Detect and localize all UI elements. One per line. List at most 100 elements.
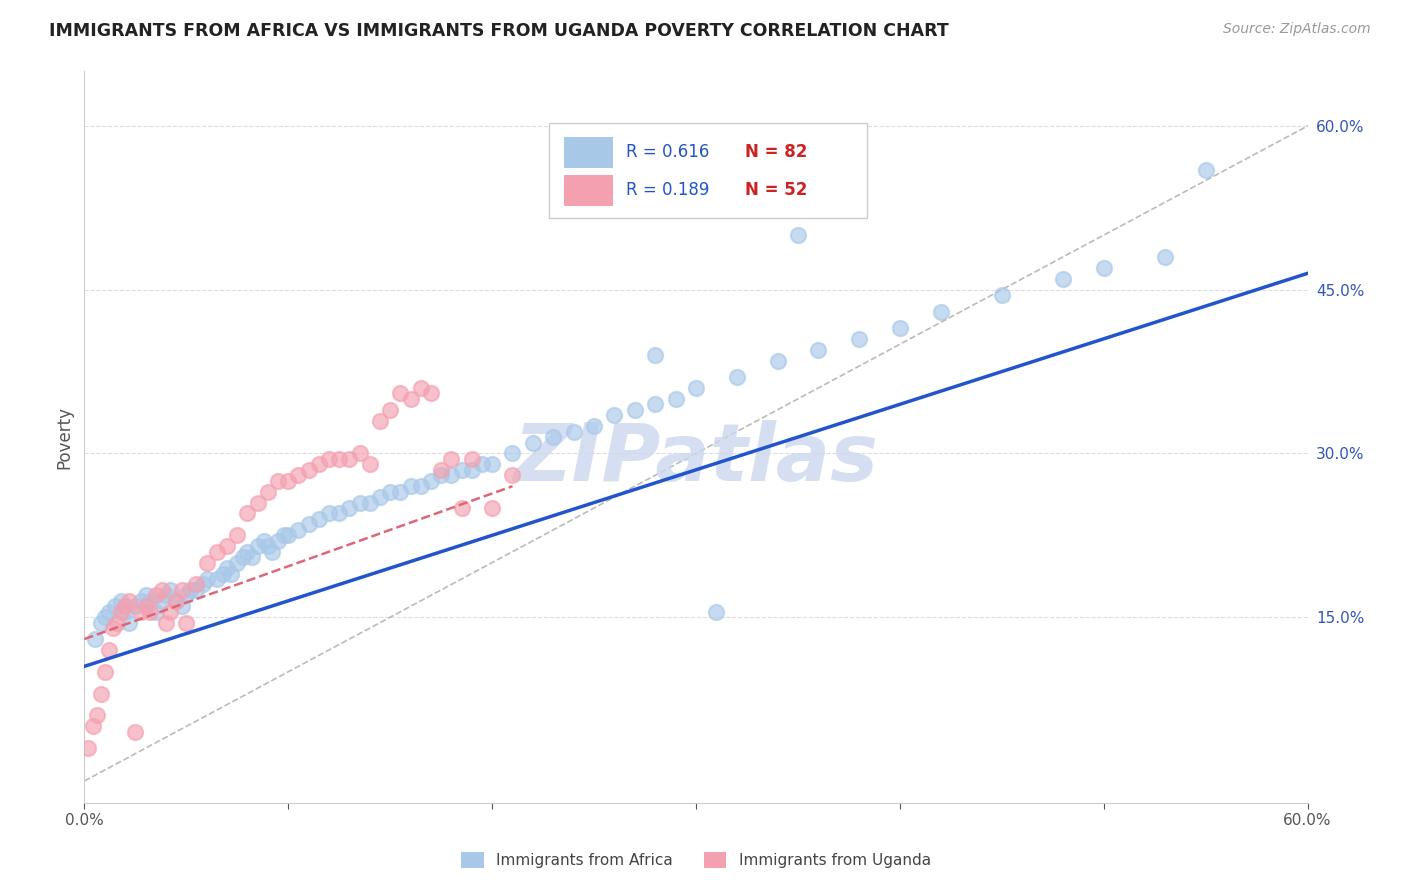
Point	[273, 528, 295, 542]
Point	[217, 561, 239, 575]
Point	[226, 528, 249, 542]
Point	[481, 501, 503, 516]
Point	[110, 605, 132, 619]
Point	[359, 458, 381, 472]
Point	[174, 588, 197, 602]
Point	[430, 463, 453, 477]
Point	[440, 451, 463, 466]
Point	[389, 386, 412, 401]
Point	[219, 566, 242, 581]
Point	[543, 430, 565, 444]
Point	[471, 458, 494, 472]
Text: R = 0.189: R = 0.189	[626, 181, 710, 199]
Point	[150, 594, 173, 608]
Point	[624, 402, 647, 417]
Point	[131, 605, 153, 619]
Point	[368, 414, 391, 428]
Point	[90, 615, 112, 630]
Point	[159, 582, 181, 597]
Point	[502, 446, 524, 460]
Point	[93, 610, 115, 624]
Point	[155, 615, 177, 630]
Point	[308, 512, 330, 526]
Point	[124, 724, 146, 739]
Text: IMMIGRANTS FROM AFRICA VS IMMIGRANTS FROM UGANDA POVERTY CORRELATION CHART: IMMIGRANTS FROM AFRICA VS IMMIGRANTS FRO…	[49, 22, 949, 40]
Point	[114, 605, 136, 619]
Point	[368, 490, 391, 504]
Point	[82, 719, 104, 733]
Point	[174, 615, 197, 630]
Point	[725, 370, 748, 384]
Point	[502, 468, 524, 483]
Point	[420, 474, 443, 488]
Point	[603, 409, 626, 423]
Point	[706, 605, 728, 619]
Point	[298, 463, 321, 477]
Point	[461, 451, 484, 466]
Point	[287, 468, 309, 483]
Point	[318, 451, 340, 466]
Point	[195, 572, 218, 586]
Point	[328, 451, 350, 466]
Point	[644, 348, 666, 362]
Point	[389, 484, 412, 499]
Point	[481, 458, 503, 472]
Point	[420, 386, 443, 401]
Point	[90, 687, 112, 701]
Point	[145, 605, 167, 619]
Point	[77, 741, 100, 756]
Point	[318, 507, 340, 521]
Text: ZIPatlas: ZIPatlas	[513, 420, 879, 498]
Point	[101, 621, 124, 635]
Point	[86, 708, 108, 723]
Bar	[564, 137, 613, 168]
Point	[380, 484, 402, 499]
Point	[583, 419, 606, 434]
Point	[246, 495, 269, 509]
Point	[450, 463, 472, 477]
Point	[807, 343, 830, 357]
Point	[260, 545, 283, 559]
Text: N = 52: N = 52	[745, 181, 807, 199]
Point	[522, 435, 544, 450]
Point	[665, 392, 688, 406]
Point	[644, 397, 666, 411]
Text: R = 0.616: R = 0.616	[626, 143, 710, 161]
Point	[97, 643, 120, 657]
Point	[105, 615, 128, 630]
Point	[409, 381, 432, 395]
Point	[267, 474, 290, 488]
Point	[240, 550, 263, 565]
Point	[339, 451, 361, 466]
Point	[1092, 260, 1115, 275]
Point	[118, 615, 141, 630]
Point	[114, 599, 136, 614]
Point	[253, 533, 276, 548]
Point	[124, 599, 146, 614]
Point	[138, 605, 160, 619]
Point	[328, 507, 350, 521]
Point	[217, 539, 239, 553]
Text: Source: ZipAtlas.com: Source: ZipAtlas.com	[1223, 22, 1371, 37]
Point	[145, 588, 167, 602]
Point	[277, 528, 299, 542]
Point	[165, 594, 187, 608]
Point	[450, 501, 472, 516]
Point	[257, 539, 280, 553]
Y-axis label: Poverty: Poverty	[55, 406, 73, 468]
Point	[1052, 272, 1074, 286]
Point	[232, 550, 254, 565]
Point	[1195, 162, 1218, 177]
FancyBboxPatch shape	[550, 122, 868, 218]
Point	[277, 474, 299, 488]
Point	[380, 402, 402, 417]
Point	[430, 468, 453, 483]
Point	[461, 463, 484, 477]
Point	[205, 572, 228, 586]
Point	[155, 588, 177, 602]
Point	[150, 582, 173, 597]
Point	[131, 594, 153, 608]
Point	[848, 332, 870, 346]
Point	[93, 665, 115, 679]
Point	[179, 582, 201, 597]
